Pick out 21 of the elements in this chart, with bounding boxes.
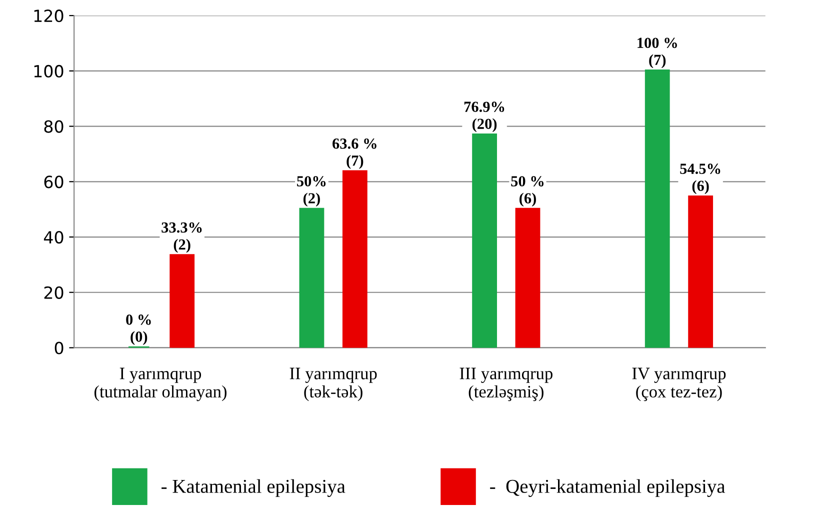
y-tick-label: 0 bbox=[54, 342, 64, 354]
data-label: 63.6 % (7) bbox=[332, 138, 376, 169]
data-label: 100 % (7) bbox=[638, 38, 677, 68]
data-label: 50% (2) bbox=[297, 176, 326, 207]
x-tick-label: III yarımqrup (tezləşmiş) bbox=[460, 368, 552, 402]
x-tick-label: II yarımqrup (tək-tək) bbox=[290, 368, 377, 402]
y-tick-label: 40 bbox=[44, 230, 64, 244]
y-tick-label: 120 bbox=[34, 10, 64, 22]
y-tick-label: 20 bbox=[44, 286, 64, 299]
x-tick-label: I yarımqrup (tutmalar olmayan) bbox=[94, 368, 226, 402]
x-tick-label: IV yarımqrup (çox tez-tez) bbox=[632, 368, 726, 402]
y-tick-label: 80 bbox=[44, 120, 64, 133]
legend-label: - Katamenial epilepsiya bbox=[162, 479, 346, 497]
y-tick-label: 60 bbox=[44, 176, 64, 188]
legend-label: - Qeyri-katamenial epilepsiya bbox=[490, 479, 726, 497]
data-label: 33.3% (2) bbox=[162, 222, 202, 253]
data-label: 76.9% (20) bbox=[464, 102, 504, 132]
data-label: 50 % (6) bbox=[511, 176, 544, 207]
data-label: 54.5% (6) bbox=[680, 164, 720, 194]
y-tick-label: 100 bbox=[34, 64, 64, 78]
data-label: 0 % (0) bbox=[126, 314, 151, 345]
